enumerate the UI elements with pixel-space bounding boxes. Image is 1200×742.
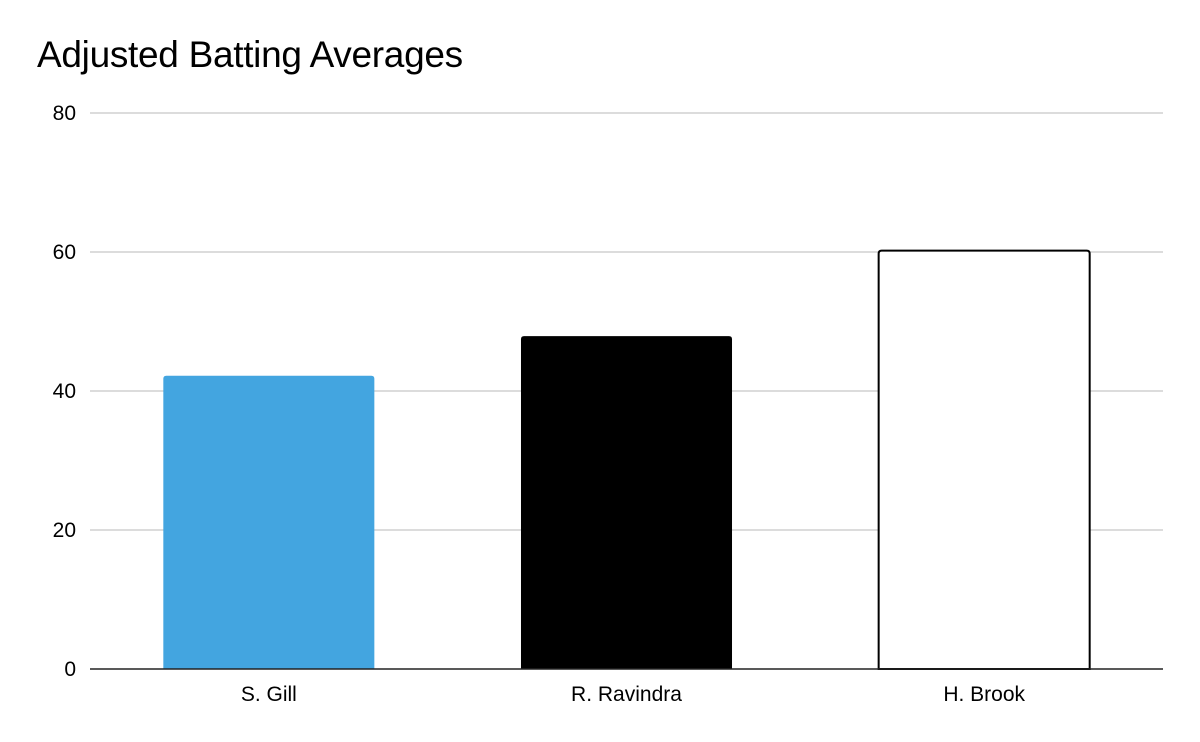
bar-r-ravindra (520, 336, 733, 669)
x-axis-tick-labels: S. Gill R. Ravindra H. Brook (241, 683, 1026, 706)
bar-h-brook (877, 249, 1091, 670)
bars (163, 249, 1091, 670)
y-tick-label: 40 (53, 380, 76, 403)
y-axis-tick-labels: 0 20 40 60 80 (53, 102, 76, 681)
bar-s-gill (163, 375, 375, 669)
y-tick-label: 20 (53, 519, 76, 542)
y-tick-label: 60 (53, 241, 76, 264)
y-tick-label: 80 (53, 102, 76, 125)
y-tick-label: 0 (64, 658, 76, 681)
x-tick-label: S. Gill (241, 683, 297, 706)
chart-title: Adjusted Batting Averages (37, 34, 463, 75)
x-tick-label: R. Ravindra (571, 683, 682, 706)
x-tick-label: H. Brook (943, 683, 1025, 706)
